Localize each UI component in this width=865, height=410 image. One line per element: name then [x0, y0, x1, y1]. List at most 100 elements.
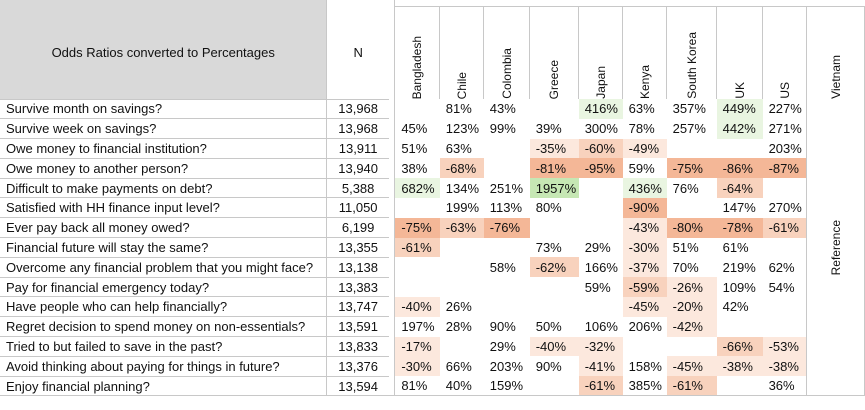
cell-greece: [530, 99, 579, 119]
row-n-value: 13,138: [326, 256, 389, 278]
cell-japan: -60%: [578, 138, 623, 159]
cell-us: 36%: [762, 376, 807, 397]
row-n-value: 13,833: [326, 336, 389, 357]
row-label: Ever pay back all money owed?: [0, 217, 327, 238]
cell-greece: -35%: [529, 138, 579, 159]
cell-kenya: -90%: [622, 197, 667, 218]
cell-uk: 147%: [722, 200, 756, 216]
row-label: Survive week on savings?: [0, 118, 327, 139]
cell-greece: [530, 277, 579, 297]
cell-bangladesh: -40%: [394, 296, 440, 317]
row-n-value: 5,388: [326, 177, 389, 198]
reference-column: Reference: [806, 99, 865, 397]
cell-chile: 123%: [445, 121, 480, 137]
cell-bangladesh: [394, 257, 440, 278]
cell-colombia: [484, 158, 530, 178]
cell-bangladesh: -30%: [394, 356, 440, 377]
cell-kenya: 63%: [628, 101, 655, 117]
cell-south-korea: -61%: [666, 376, 717, 397]
country-header-bangladesh: Bangladesh: [394, 6, 440, 99]
cell-kenya: -37%: [622, 257, 667, 278]
country-header-vietnam: Vietnam: [806, 6, 865, 99]
cell-japan: 300%: [584, 121, 618, 137]
cell-us: [763, 297, 807, 317]
cell-south-korea: 51%: [672, 239, 699, 255]
reference-label: Reference: [828, 219, 843, 275]
cell-south-korea: -45%: [666, 356, 717, 377]
cell-colombia: 159%: [483, 376, 530, 397]
cell-japan: 59%: [584, 279, 611, 295]
cell-us: 62%: [768, 259, 795, 275]
table-row: Tried to but failed to save in the past?…: [0, 336, 865, 357]
table-row: Owe money to financial institution? 13,91…: [0, 138, 865, 159]
country-header-us: US: [762, 6, 807, 99]
country-header-japan: Japan: [578, 6, 623, 99]
cell-colombia: [484, 238, 530, 258]
cell-kenya: 158%: [628, 358, 662, 374]
row-n-value: 13,911: [326, 138, 389, 159]
cell-chile: 63%: [445, 140, 472, 156]
table-row: Financial future will stay the same? 13,3…: [0, 237, 865, 258]
cell-us: 54%: [768, 279, 795, 295]
cell-greece: 73%: [535, 239, 562, 255]
cell-south-korea: -80%: [666, 217, 717, 238]
cell-uk: [716, 376, 763, 397]
row-n-value: 13,591: [326, 316, 389, 337]
row-n-value: 13,376: [326, 355, 389, 377]
cell-japan: [579, 297, 623, 317]
cell-chile: [440, 238, 484, 258]
cell-greece: [530, 218, 579, 238]
cell-japan: 416%: [578, 99, 623, 119]
row-n-value: 6,199: [326, 217, 389, 238]
table-row: Regret decision to spend money on non-es…: [0, 316, 865, 337]
country-header-chile: Chile: [439, 6, 484, 99]
cell-us: -38%: [762, 356, 807, 377]
cell-us: [763, 238, 807, 258]
cell-bangladesh: 197%: [394, 316, 440, 337]
cell-kenya: -49%: [622, 138, 667, 159]
cell-bangladesh: -61%: [394, 237, 440, 258]
cell-us: 270%: [768, 200, 802, 216]
cell-japan: -32%: [578, 336, 623, 357]
cell-greece: -40%: [529, 336, 579, 357]
cell-bangladesh: 81%: [394, 376, 440, 397]
country-header-colombia: Colombia: [483, 6, 530, 99]
cell-south-korea: -26%: [666, 277, 717, 297]
cell-chile: -68%: [439, 158, 484, 179]
cell-bangladesh: 38%: [394, 158, 440, 179]
cell-japan: 166%: [584, 259, 618, 275]
cell-greece: 90%: [535, 358, 562, 374]
row-label: Difficult to make payments on debt?: [0, 177, 327, 198]
cell-uk: -38%: [716, 356, 763, 377]
cell-japan: 29%: [584, 239, 611, 255]
cell-uk: [717, 139, 763, 159]
cell-chile: 81%: [445, 101, 472, 117]
cell-uk: -78%: [716, 217, 763, 238]
cell-greece: 80%: [535, 200, 562, 216]
cell-greece: -81%: [529, 158, 579, 179]
cell-south-korea: 357%: [672, 101, 706, 117]
cell-japan: 106%: [584, 319, 618, 335]
table-row: Ever pay back all money owed? 6,199 -75% -6…: [0, 217, 865, 238]
cell-colombia: 90%: [489, 319, 516, 335]
cell-bangladesh: -17%: [394, 336, 440, 357]
cell-colombia: -76%: [483, 217, 530, 238]
cell-kenya: 59%: [628, 160, 655, 176]
table-row: Overcome any financial problem that you …: [0, 256, 865, 278]
cell-bangladesh: -75%: [394, 217, 440, 238]
cell-south-korea: [667, 337, 717, 357]
cell-bangladesh: 51%: [394, 138, 440, 159]
row-label: Regret decision to spend money on non-es…: [0, 316, 327, 337]
cell-us: 227%: [768, 101, 802, 117]
cell-colombia: 203%: [489, 358, 523, 374]
cell-kenya: 206%: [628, 319, 662, 335]
cell-us: [763, 178, 807, 198]
cell-colombia: 29%: [489, 338, 516, 354]
cell-south-korea: -20%: [666, 296, 717, 317]
cell-us: 271%: [768, 121, 802, 137]
table-row: Survive month on savings? 13,968 81% 43% 416…: [0, 98, 865, 397]
table-row: Pay for financial emergency today? 13,383…: [0, 276, 865, 297]
cell-bangladesh: [394, 277, 440, 297]
cell-japan: -61%: [578, 376, 623, 397]
cell-japan: -95%: [578, 158, 623, 179]
